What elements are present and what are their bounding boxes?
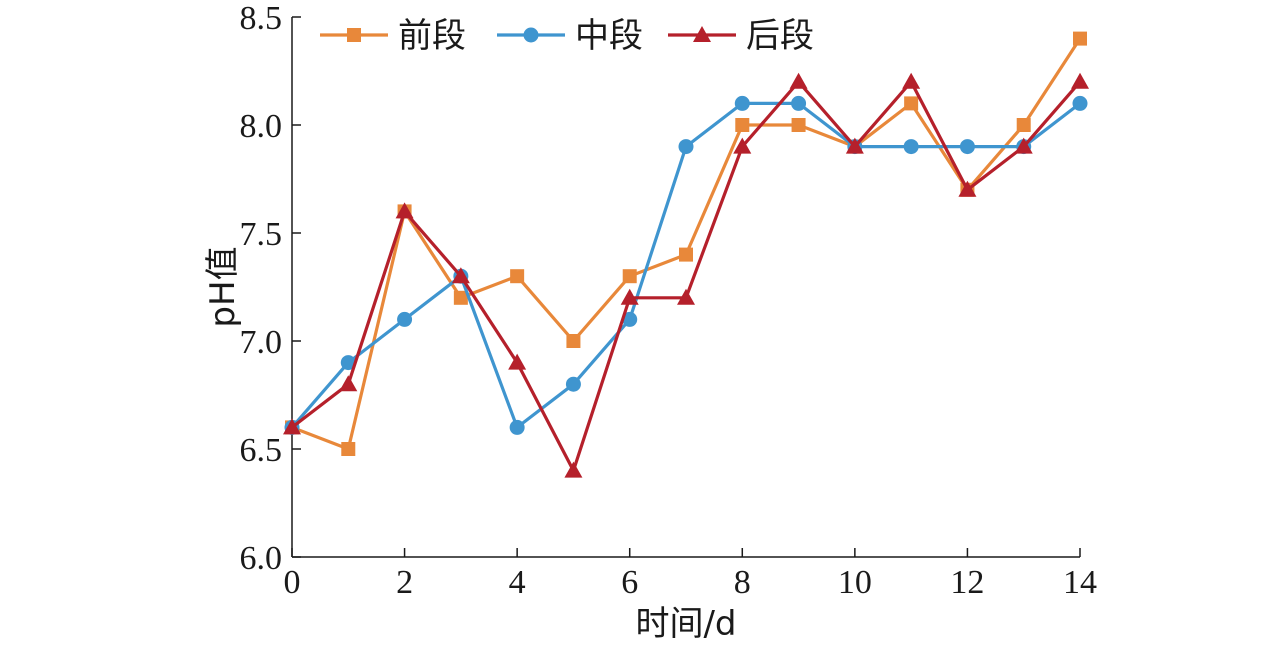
data-point-triangle xyxy=(789,72,808,89)
legend-label: 后段 xyxy=(746,16,814,56)
data-point-circle xyxy=(903,139,919,155)
data-point-triangle xyxy=(339,375,358,392)
data-point-square xyxy=(622,269,637,284)
data-point-triangle xyxy=(845,137,864,154)
data-point-circle xyxy=(959,139,975,155)
data-point-triangle xyxy=(451,267,470,284)
legend-item: 中段 xyxy=(497,16,643,56)
data-point-circle xyxy=(509,419,525,435)
legend-marker-triangle xyxy=(693,26,711,42)
data-point-circle xyxy=(678,139,694,155)
y-tick-label: 8.5 xyxy=(240,0,283,37)
series-2 xyxy=(284,95,1088,435)
data-point-triangle xyxy=(508,353,527,370)
data-point-circle xyxy=(622,311,638,327)
y-tick-label: 6.5 xyxy=(240,432,283,469)
series-1 xyxy=(285,31,1087,456)
x-tick-label: 0 xyxy=(284,564,301,601)
data-point-square xyxy=(735,118,750,132)
legend-marker-square xyxy=(347,28,361,42)
series-line xyxy=(291,37,1082,451)
legend-marker-circle xyxy=(523,27,539,43)
x-tick-label: 4 xyxy=(509,564,526,601)
data-point-circle xyxy=(340,355,356,371)
data-point-square xyxy=(341,442,356,456)
y-tick-label: 7.5 xyxy=(240,216,283,253)
y-axis-title: pH值 xyxy=(203,246,243,327)
y-ticks: 6.0 6.5 7.0 7.5 8.0 8.5 xyxy=(240,0,301,577)
x-tick-label: 14 xyxy=(1063,564,1097,601)
x-tick-label: 12 xyxy=(950,564,984,601)
x-tick-label: 6 xyxy=(621,564,638,601)
data-point-triangle xyxy=(733,137,752,154)
series-3 xyxy=(283,72,1089,478)
data-point-triangle xyxy=(1014,137,1033,154)
data-point-circle xyxy=(565,376,581,392)
y-tick-label: 8.0 xyxy=(240,108,283,145)
data-point-triangle xyxy=(395,202,414,219)
x-ticks: 0 2 4 6 8 10 12 14 xyxy=(284,548,1097,601)
y-tick-label: 7.0 xyxy=(240,324,283,361)
data-point-square xyxy=(1073,31,1087,46)
data-point-square xyxy=(791,118,806,132)
data-point-square xyxy=(510,269,525,284)
data-point-triangle xyxy=(1071,72,1089,89)
data-point-triangle xyxy=(677,288,695,305)
data-point-square xyxy=(1016,118,1031,132)
legend-label: 前段 xyxy=(398,16,466,56)
data-point-circle xyxy=(791,95,807,111)
x-tick-label: 2 xyxy=(396,564,413,601)
data-point-circle xyxy=(1072,95,1088,111)
data-point-square xyxy=(566,334,581,348)
data-point-triangle xyxy=(902,72,921,89)
legend-label: 中段 xyxy=(575,16,643,56)
data-point-square xyxy=(904,96,919,111)
axes xyxy=(291,17,1080,558)
data-point-triangle xyxy=(958,180,977,197)
data-point-circle xyxy=(734,95,750,111)
data-point-circle xyxy=(397,311,413,327)
data-point-triangle xyxy=(283,418,301,435)
data-point-triangle xyxy=(564,461,583,478)
data-point-square xyxy=(453,290,468,305)
data-point-triangle xyxy=(620,288,639,305)
y-tick-label: 6.0 xyxy=(240,540,283,577)
series-layer xyxy=(283,31,1089,478)
x-tick-label: 8 xyxy=(734,564,751,601)
data-point-square xyxy=(679,247,693,262)
x-tick-label: 10 xyxy=(838,564,872,601)
legend: 前段 中段 后段 xyxy=(320,16,814,56)
legend-item: 前段 xyxy=(320,16,466,56)
x-axis-title: 时间/d xyxy=(635,604,736,644)
legend-item: 后段 xyxy=(668,16,814,56)
